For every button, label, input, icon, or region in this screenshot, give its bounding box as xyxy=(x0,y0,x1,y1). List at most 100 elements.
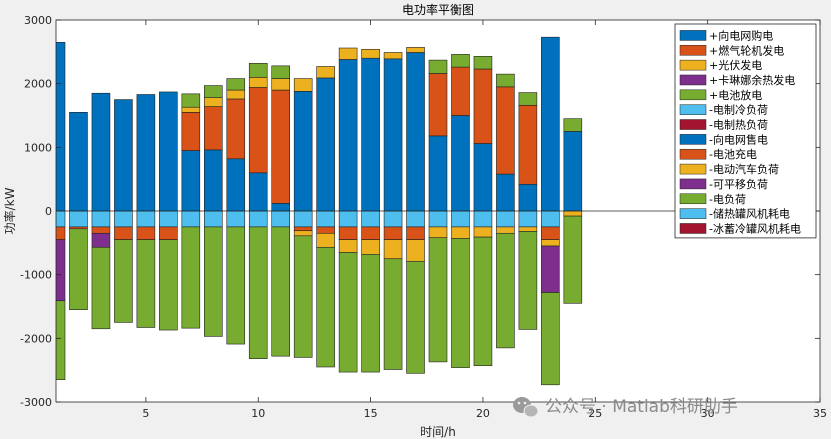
bar-h20-series-4 xyxy=(473,55,493,70)
legend-swatch xyxy=(679,45,707,56)
bar-h14-series-9 xyxy=(338,239,358,253)
chart-title: 电功率平衡图 xyxy=(402,2,474,17)
bar-h13-series-11 xyxy=(316,246,335,368)
bar-h23-series-10 xyxy=(541,245,560,293)
bar-h14-series-8 xyxy=(338,226,358,240)
bar-h18-series-5 xyxy=(428,210,448,228)
bar-h9-series-1 xyxy=(226,98,246,160)
bar-h21-series-11 xyxy=(496,232,515,349)
bar-h21-series-5 xyxy=(496,210,515,228)
x-tick-label: 15 xyxy=(364,407,378,420)
bar-h12-series-9 xyxy=(293,230,313,237)
bar-h22-series-0 xyxy=(518,183,538,212)
bar-h10-series-11 xyxy=(248,226,268,360)
bar-h22-series-5 xyxy=(518,210,538,228)
bar-h16-series-8 xyxy=(383,226,403,240)
bar-h17-series-5 xyxy=(406,210,425,228)
legend-swatch xyxy=(679,223,707,234)
watermark: 公众号 · Matlab科研助手 xyxy=(513,397,738,418)
bar-h11-series-11 xyxy=(271,226,290,357)
bar-h24-series-4 xyxy=(563,118,583,132)
y-tick-label: 1000 xyxy=(24,141,52,154)
bar-h14-series-0 xyxy=(338,59,358,212)
bar-h12-series-8 xyxy=(293,226,313,232)
bar-h22-series-4 xyxy=(518,92,538,106)
x-axis-label: 时间/h xyxy=(420,425,456,439)
bar-h17-series-2 xyxy=(406,47,425,53)
bar-h8-series-2 xyxy=(204,97,223,107)
bar-h16-series-9 xyxy=(383,239,403,260)
legend-swatch xyxy=(679,104,707,115)
bar-h10-series-2 xyxy=(248,77,268,88)
y-tick-label: 3000 xyxy=(24,14,52,27)
y-axis: -3000 -2000 -1000 0 1000 2000 3000 xyxy=(20,14,820,409)
bar-h9-series-4 xyxy=(226,78,246,91)
x-tick-label: 35 xyxy=(813,407,827,420)
bar-h11-series-4 xyxy=(271,65,290,79)
bar-h14-series-2 xyxy=(338,47,358,60)
bar-h15-series-0 xyxy=(361,57,380,212)
bar-h3-series-0 xyxy=(91,92,111,212)
bar-h24-series-11 xyxy=(563,215,583,304)
bar-h23-series-9 xyxy=(541,239,560,247)
bar-h1-series-0 xyxy=(56,41,66,212)
bar-h24-series-0 xyxy=(563,131,583,212)
legend-swatch xyxy=(679,178,707,190)
x-tick-label: 5 xyxy=(142,407,149,420)
bar-h5-series-11 xyxy=(136,239,156,328)
bar-h2-series-0 xyxy=(69,112,88,212)
bar-h12-series-11 xyxy=(293,235,313,358)
legend: +向电网购电+燃气轮机发电+光伏发电+卡琳娜余热发电+电池放电-电制冷负荷-电制… xyxy=(674,23,817,239)
bar-h3-series-11 xyxy=(91,246,111,330)
x-axis: 5 10 15 20 25 30 35 xyxy=(142,20,827,420)
bar-h16-series-0 xyxy=(383,58,403,212)
legend-swatch xyxy=(679,193,707,205)
bar-h11-series-2 xyxy=(271,78,290,91)
bar-h21-series-9 xyxy=(496,226,515,234)
bars-layer xyxy=(56,36,583,386)
bar-h11-series-0 xyxy=(271,203,290,212)
legend-swatch xyxy=(679,163,707,175)
bar-h9-series-5 xyxy=(226,210,246,228)
bar-h8-series-5 xyxy=(204,210,223,228)
bar-h6-series-5 xyxy=(159,210,178,228)
bar-h3-series-8 xyxy=(91,226,111,234)
bar-h7-series-11 xyxy=(181,226,201,329)
bar-h11-series-5 xyxy=(271,210,290,228)
bar-h16-series-5 xyxy=(383,210,403,228)
bar-h4-series-5 xyxy=(114,210,133,228)
bar-h19-series-4 xyxy=(451,54,470,68)
y-tick-label: 2000 xyxy=(24,78,52,91)
bar-h2-series-11 xyxy=(69,228,88,310)
bar-h15-series-9 xyxy=(361,239,380,255)
bar-h24-series-9 xyxy=(563,210,583,217)
legend-entry: +卡琳娜余热发电 xyxy=(709,73,795,87)
bar-h6-series-0 xyxy=(159,91,178,212)
bar-h7-series-2 xyxy=(181,106,201,113)
legend-swatch xyxy=(679,208,707,219)
bar-h20-series-1 xyxy=(473,68,493,144)
bar-h12-series-5 xyxy=(293,210,313,228)
bar-h10-series-0 xyxy=(248,172,268,212)
y-tick-label: 0 xyxy=(45,205,52,218)
bar-h17-series-9 xyxy=(406,239,425,262)
bar-h1-series-10 xyxy=(56,239,66,302)
legend-entry: -储热罐风机耗电 xyxy=(709,207,790,221)
bar-h21-series-0 xyxy=(496,173,515,212)
bar-h21-series-1 xyxy=(496,86,515,175)
y-tick-label: -3000 xyxy=(20,396,52,409)
bar-h5-series-0 xyxy=(136,94,156,212)
legend-swatch xyxy=(679,59,707,71)
bar-h11-series-1 xyxy=(271,89,290,204)
legend-entry: +电池放电 xyxy=(709,88,762,102)
bar-h15-series-11 xyxy=(361,253,380,373)
bar-h16-series-2 xyxy=(383,52,403,60)
bar-h5-series-8 xyxy=(136,226,156,240)
bar-h1-series-5 xyxy=(56,210,66,228)
bar-h13-series-0 xyxy=(316,77,335,212)
bar-h9-series-11 xyxy=(226,226,246,345)
bar-h19-series-1 xyxy=(451,66,470,116)
bar-h8-series-11 xyxy=(204,226,223,337)
bar-h17-series-8 xyxy=(406,226,425,240)
